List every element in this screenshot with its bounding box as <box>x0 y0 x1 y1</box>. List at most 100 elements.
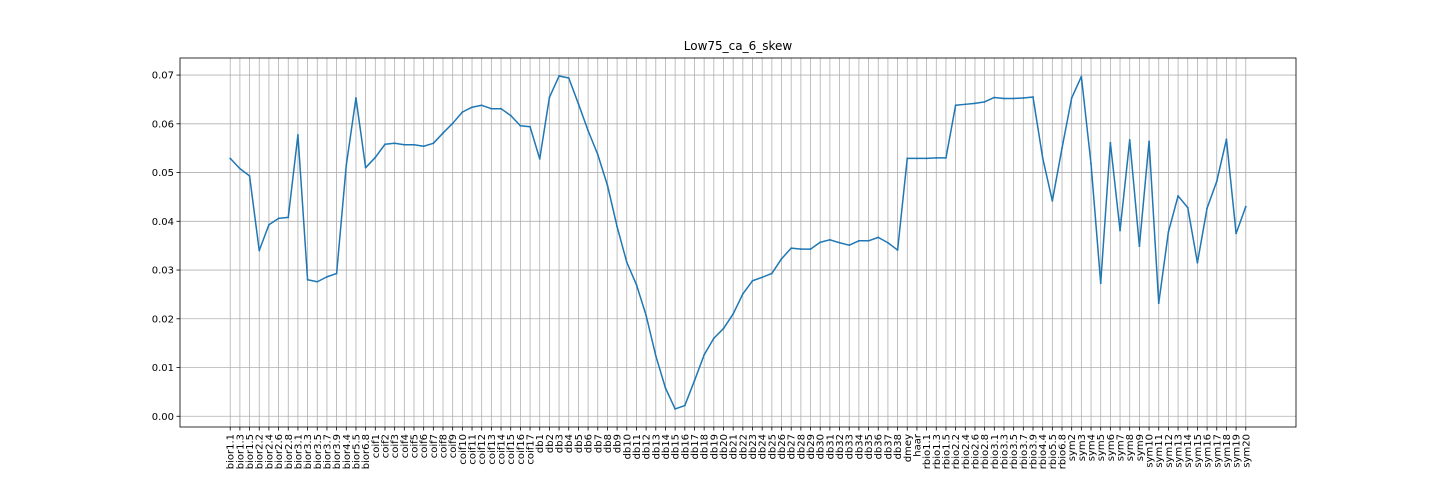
x-tick-label: coif14 <box>497 434 508 465</box>
x-tick-label: db7 <box>593 434 604 453</box>
x-tick-label: coif2 <box>380 434 391 458</box>
data-point <box>432 142 435 145</box>
x-tick-label: sym11 <box>1154 434 1165 468</box>
x-tick-label: coif9 <box>448 434 459 458</box>
x-tick-label: db17 <box>690 434 701 459</box>
x-tick-label: bior4.4 <box>342 434 353 469</box>
x-tick-label: sym13 <box>1174 434 1185 468</box>
data-point <box>819 241 822 244</box>
data-point <box>751 279 754 282</box>
data-point <box>461 111 464 114</box>
data-point <box>1244 205 1247 208</box>
x-tick-label: rbio2.6 <box>970 434 981 469</box>
x-tick-label: db14 <box>661 434 672 459</box>
data-point <box>780 257 783 260</box>
x-tick-label: bior3.3 <box>303 434 314 469</box>
x-tick-label: rbio4.4 <box>1038 434 1049 469</box>
x-tick-label: sym15 <box>1193 434 1204 468</box>
x-tick-label: coif3 <box>390 434 401 458</box>
data-point <box>925 157 928 160</box>
data-point <box>877 236 880 239</box>
data-point <box>867 239 870 242</box>
x-tick-label: coif12 <box>477 434 488 465</box>
data-point <box>1138 245 1141 248</box>
x-tick-label: coif16 <box>516 434 527 465</box>
x-tick-label: db2 <box>545 434 556 453</box>
x-tick-label: dmey <box>903 434 914 462</box>
x-tick-label: bior3.1 <box>293 434 304 469</box>
data-point <box>1128 138 1131 141</box>
data-point <box>268 223 270 226</box>
data-point <box>548 96 551 99</box>
x-tick-label: bior2.6 <box>274 434 285 469</box>
x-tick-label: sym10 <box>1145 434 1156 468</box>
data-point <box>761 276 764 279</box>
x-tick-label: coif17 <box>526 434 537 465</box>
data-point <box>838 241 841 244</box>
y-tick-label: 0.02 <box>152 314 174 325</box>
x-tick-label: coif15 <box>506 434 517 465</box>
data-point <box>258 249 261 252</box>
data-point <box>1215 180 1218 183</box>
x-tick-label: bior3.9 <box>332 434 343 469</box>
x-tick-label: db22 <box>738 434 749 459</box>
data-point <box>335 272 338 275</box>
x-tick-label: db28 <box>796 434 807 459</box>
x-tick-label: db3 <box>555 434 566 453</box>
x-tick-label: db29 <box>806 434 817 459</box>
x-tick-label: coif7 <box>429 434 440 458</box>
x-tick-label: db23 <box>748 434 759 459</box>
x-tick-label: db31 <box>825 434 836 459</box>
x-tick-label: db25 <box>767 434 778 459</box>
x-tick-label: db12 <box>642 434 653 459</box>
x-tick-label: db30 <box>816 434 827 459</box>
x-tick-label: db37 <box>883 434 894 459</box>
data-point <box>993 96 996 99</box>
data-point <box>1109 141 1112 144</box>
x-tick-label: db19 <box>709 434 720 459</box>
x-tick-label: sym17 <box>1212 434 1223 468</box>
x-tick-label: coif5 <box>409 434 420 458</box>
x-tick-label: sym6 <box>1106 434 1117 461</box>
x-tick-label: bior3.7 <box>322 434 333 469</box>
data-point <box>509 114 512 117</box>
data-point <box>1206 207 1208 210</box>
x-tick-label: db5 <box>574 434 585 453</box>
x-tick-label: db13 <box>651 434 662 459</box>
data-point <box>538 158 541 160</box>
y-tick-label: 0.00 <box>152 412 174 423</box>
data-point <box>616 225 618 228</box>
data-point <box>248 175 251 177</box>
data-point <box>1003 97 1005 100</box>
data-point <box>490 107 493 110</box>
data-point <box>645 314 648 317</box>
data-point <box>374 156 377 159</box>
x-tick-label: rbio2.4 <box>961 434 972 469</box>
y-tick-label: 0.01 <box>152 363 174 374</box>
x-tick-label: db27 <box>787 434 798 459</box>
x-tick-label: sym14 <box>1183 434 1194 468</box>
x-tick-label: haar <box>912 433 923 457</box>
x-tick-label: bior1.3 <box>235 434 246 469</box>
data-point <box>1235 232 1238 235</box>
data-point <box>1041 157 1044 159</box>
data-point <box>1090 162 1092 165</box>
data-point <box>954 104 957 107</box>
data-point <box>674 408 677 410</box>
x-tick-label: bior3.5 <box>313 434 324 469</box>
data-point <box>587 129 589 132</box>
x-tick-label: sym4 <box>1087 434 1098 461</box>
data-point <box>790 247 793 250</box>
data-point <box>384 143 386 146</box>
data-point <box>848 244 851 247</box>
x-tick-label: db24 <box>758 434 769 459</box>
x-tick-label: coif10 <box>458 434 469 465</box>
x-tick-label: sym12 <box>1164 434 1175 468</box>
data-point <box>799 248 802 250</box>
x-tick-label: db20 <box>719 434 730 459</box>
x-tick-label: rbio5.5 <box>1048 434 1059 469</box>
y-axis: 0.00 0.01 0.02 0.03 0.04 0.05 0.06 0.07 <box>152 71 180 423</box>
data-point <box>326 275 328 278</box>
